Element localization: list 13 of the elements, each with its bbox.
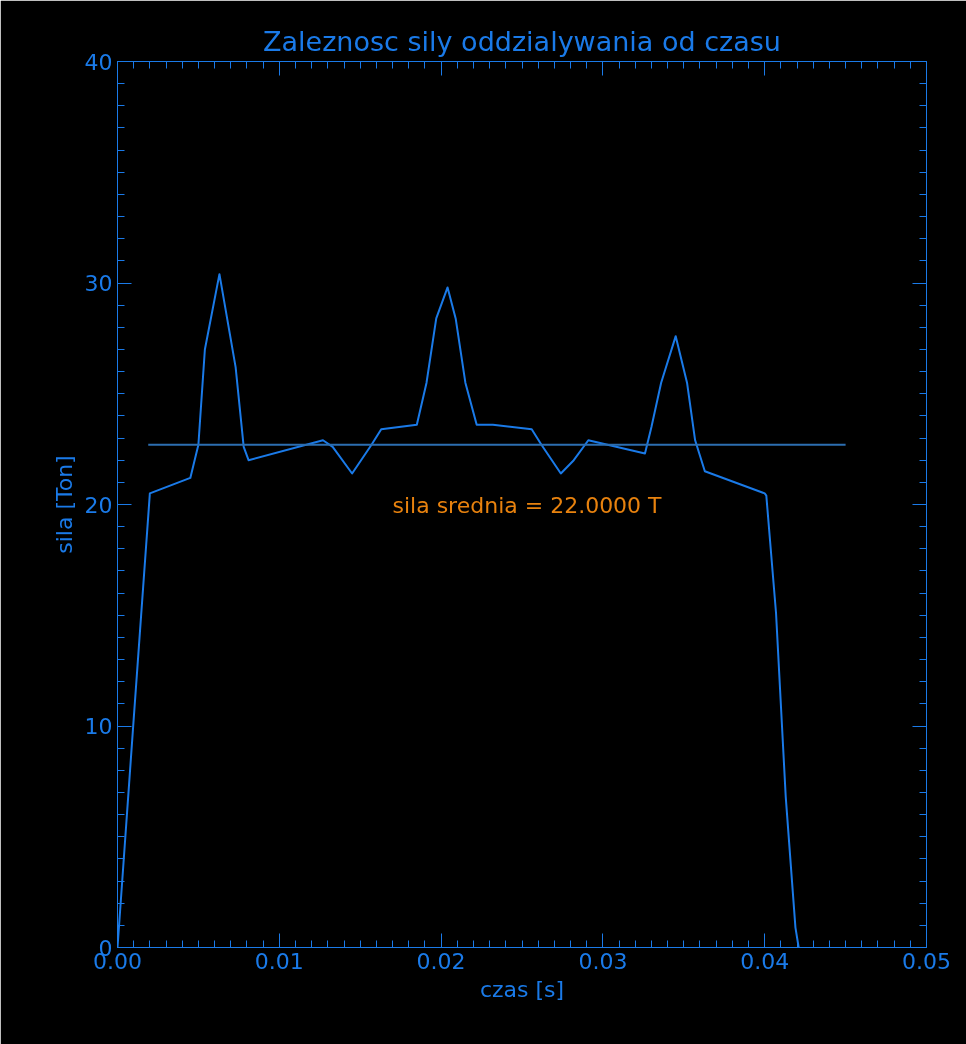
y-tick-label: 20: [84, 492, 113, 518]
x-axis-title: czas [s]: [479, 976, 565, 1002]
chart-title: Zaleznosc sily oddzialywania od czasu: [263, 25, 781, 57]
x-tick-label: 0.02: [416, 948, 466, 974]
x-tick-label: 0.05: [902, 948, 951, 974]
x-tick-label: 0.04: [740, 948, 790, 974]
x-tick-label: 0.01: [254, 948, 304, 974]
x-tick-label: 0.03: [578, 948, 628, 974]
y-tick-label: 30: [84, 271, 113, 296]
y-tick-label: 40: [84, 49, 113, 75]
y-tick-label: 10: [84, 714, 113, 739]
annotation: sila srednia = 22.0000 T: [392, 492, 663, 518]
y-axis-title: sila [Ton]: [51, 455, 77, 554]
